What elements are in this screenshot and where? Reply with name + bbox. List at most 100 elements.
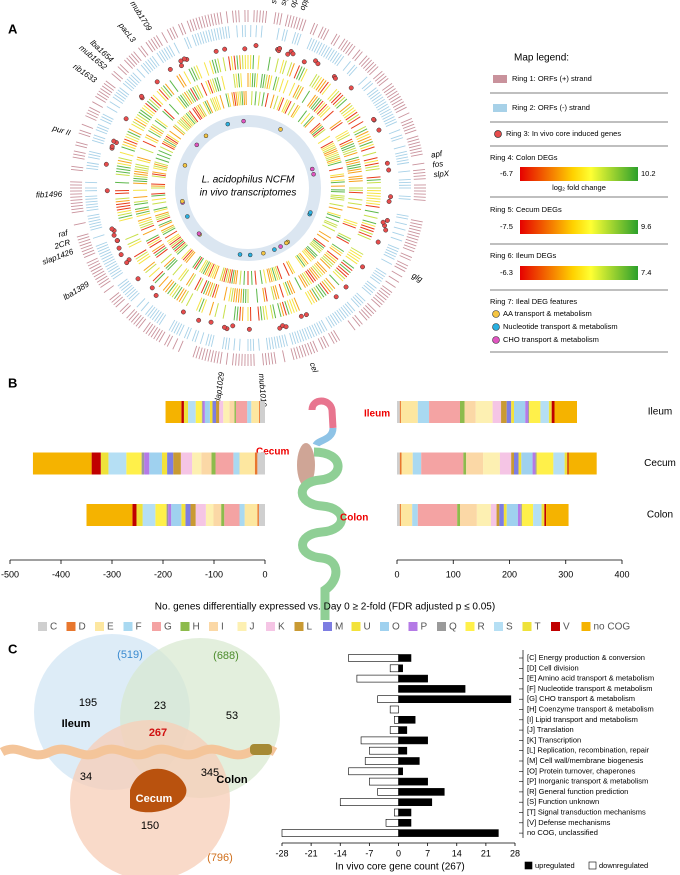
legend-text: AA transport & metabolism xyxy=(503,309,592,318)
ring3-dot xyxy=(154,79,160,85)
ring-tick xyxy=(237,91,240,106)
ring3-dot xyxy=(149,285,155,291)
bar-segment xyxy=(518,452,522,475)
ring-tick xyxy=(293,297,301,311)
ring-tick xyxy=(156,153,171,160)
ring-tick xyxy=(320,45,328,57)
ring-tick xyxy=(321,83,332,96)
ring-tick xyxy=(262,74,266,89)
ring-tick xyxy=(206,262,214,276)
ring3-dot xyxy=(104,188,110,194)
ring-tick xyxy=(352,316,361,327)
gene-label: apf xyxy=(430,149,443,160)
bar xyxy=(377,695,399,704)
ring-tick xyxy=(181,116,192,128)
ring-tick xyxy=(336,236,350,244)
ring-tick xyxy=(165,135,179,144)
gene-label: mub1709 xyxy=(128,0,154,33)
ring-tick xyxy=(288,280,296,294)
legend-swatch xyxy=(551,622,560,631)
ring-tick xyxy=(365,305,375,315)
ring-tick xyxy=(201,348,206,361)
bar-segment xyxy=(32,452,92,475)
ring-tick xyxy=(273,95,279,110)
ring-tick xyxy=(133,249,147,258)
ring-tick xyxy=(199,31,205,44)
venn-count: 267 xyxy=(149,727,167,739)
bar-segment xyxy=(180,452,193,475)
ring-tick xyxy=(336,309,345,321)
colon-tube xyxy=(297,447,346,620)
ring-tick xyxy=(340,306,349,317)
ring-tick xyxy=(117,159,132,164)
ring-tick xyxy=(348,180,363,183)
ring-tick xyxy=(227,26,231,39)
bar-segment xyxy=(421,452,464,475)
ring-tick xyxy=(127,238,141,246)
ring-tick xyxy=(156,248,168,258)
bar xyxy=(398,829,499,837)
legend-text: Nucleotide transport & metabolism xyxy=(503,322,618,331)
ring-tick xyxy=(140,45,149,56)
ring-tick xyxy=(361,146,375,152)
ring-tick xyxy=(260,25,263,38)
ring-tick xyxy=(294,277,302,291)
ring-tick xyxy=(142,140,156,148)
ring-tick xyxy=(315,285,325,298)
ring-tick xyxy=(222,57,227,72)
ring-tick xyxy=(92,234,105,239)
ring-tick xyxy=(347,202,362,206)
gene-label: pacL3 xyxy=(116,20,137,44)
bar-segment xyxy=(224,504,240,526)
ring-tick xyxy=(109,292,120,301)
venn-count: 23 xyxy=(154,700,166,712)
x-axis-title: No. genes differentially expressed vs. D… xyxy=(155,602,495,613)
ring-tick xyxy=(117,212,132,217)
ring3-dot xyxy=(348,85,354,91)
ring-tick xyxy=(324,151,339,158)
ring3-dot xyxy=(332,75,338,81)
ring-tick xyxy=(273,336,277,349)
ring-tick xyxy=(278,335,283,348)
ring-tick xyxy=(195,257,204,271)
ring-tick xyxy=(115,199,130,203)
ring-tick xyxy=(281,335,286,347)
ring-tick xyxy=(361,221,376,227)
ring-tick xyxy=(161,142,175,150)
ring-tick xyxy=(153,163,168,168)
ring-tick xyxy=(292,84,300,98)
ring-tick xyxy=(211,264,218,279)
panel-label: C xyxy=(8,641,18,656)
ring-tick xyxy=(208,29,212,42)
ring-tick xyxy=(236,306,239,321)
x-tick-label: 21 xyxy=(481,848,491,858)
ring-tick xyxy=(153,206,168,211)
ring-tick xyxy=(159,221,173,228)
ring-tick xyxy=(406,236,419,241)
ring-tick xyxy=(70,196,83,198)
legend-swatch xyxy=(351,622,361,631)
ring-tick xyxy=(301,19,307,32)
bar-segment xyxy=(173,452,181,475)
ring-tick xyxy=(153,328,161,340)
ring-tick xyxy=(210,335,215,347)
gene-label: cel xyxy=(308,361,320,374)
ring-tick xyxy=(235,288,238,303)
gene-label: slpB xyxy=(279,0,291,6)
ring3-dot xyxy=(116,245,122,251)
ring-tick xyxy=(376,75,387,84)
ring-tick xyxy=(178,268,188,280)
bar-segment xyxy=(235,401,248,423)
ring-tick xyxy=(164,230,178,239)
bar-segment xyxy=(533,504,542,526)
ring-tick xyxy=(311,288,320,301)
ring-tick xyxy=(336,98,348,109)
ring-tick xyxy=(357,135,371,143)
legend-text: Ring 5: Cecum DEGs xyxy=(490,205,562,214)
ring-tick xyxy=(378,289,389,298)
ring-tick xyxy=(348,175,363,178)
ring-tick xyxy=(171,239,184,249)
ring-tick xyxy=(345,111,358,121)
ring3-dot xyxy=(277,46,283,51)
ring-tick xyxy=(258,338,260,351)
